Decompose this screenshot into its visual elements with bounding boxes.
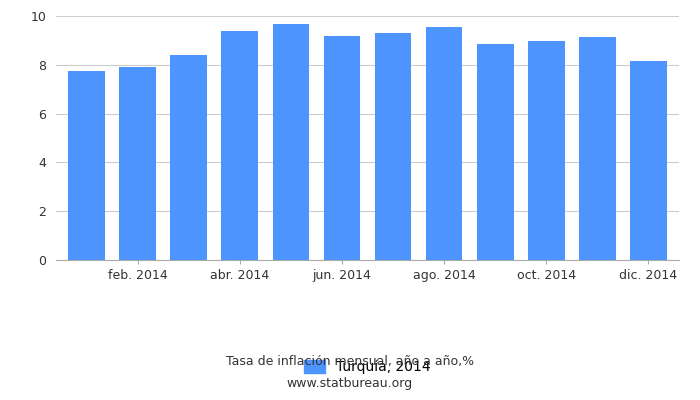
Bar <box>323 36 360 260</box>
Bar <box>579 37 616 260</box>
Bar <box>477 44 514 260</box>
Bar <box>221 31 258 260</box>
Bar <box>170 55 207 260</box>
Bar <box>69 71 105 260</box>
Bar <box>528 41 565 260</box>
Bar <box>119 68 156 260</box>
Bar <box>630 61 666 260</box>
Text: www.statbureau.org: www.statbureau.org <box>287 378 413 390</box>
Bar <box>272 24 309 260</box>
Legend: Turquía, 2014: Turquía, 2014 <box>299 354 436 380</box>
Text: Tasa de inflación mensual, año a año,%: Tasa de inflación mensual, año a año,% <box>226 356 474 368</box>
Bar <box>426 27 463 260</box>
Bar <box>374 32 412 260</box>
